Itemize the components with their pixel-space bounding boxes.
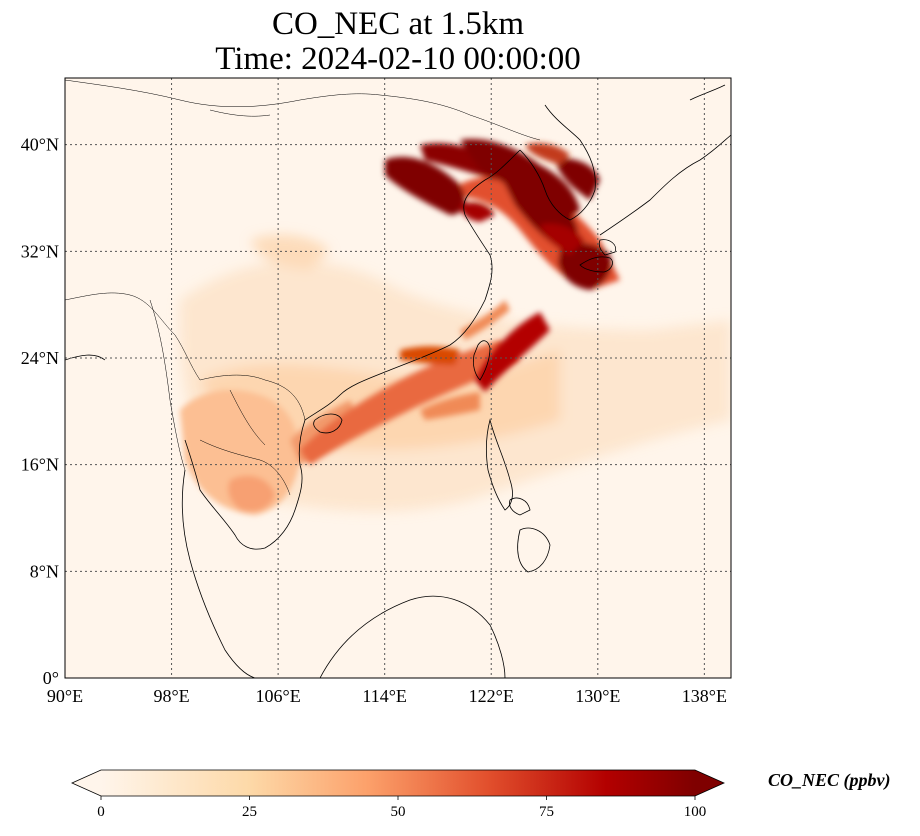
colorbar: 0 25 50 75 100	[71, 769, 725, 820]
gridlines	[65, 78, 731, 678]
lon-tick-label: 114°E	[362, 686, 407, 706]
lat-tick-label: 40°N	[21, 135, 59, 155]
colorbar-tick-label: 0	[97, 804, 105, 820]
lon-tick-label: 98°E	[153, 686, 189, 706]
lon-tick-label: 130°E	[575, 686, 620, 706]
lon-tick-label: 122°E	[469, 686, 514, 706]
lon-tick-label: 90°E	[47, 686, 83, 706]
colorbar-tick-label: 75	[539, 804, 554, 820]
colorbar-extend-max	[695, 770, 724, 796]
lat-tick-label: 0°	[43, 668, 59, 688]
title-time: Time: 2024-02-10 00:00:00	[215, 41, 581, 77]
lat-tick-label: 32°N	[21, 241, 59, 261]
lat-tick-label: 16°N	[21, 455, 59, 475]
lat-tick-label: 8°N	[30, 561, 59, 581]
lat-axis-labels: 0° 8°N 16°N 24°N 32°N 40°N	[21, 135, 59, 688]
colorbar-tick-label: 100	[684, 804, 707, 820]
lat-tick-label: 24°N	[21, 348, 59, 368]
map-frame	[64, 77, 732, 679]
colorbar-tick-label: 25	[242, 804, 257, 820]
title-variable: CO_NEC at 1.5km	[271, 6, 525, 42]
lon-tick-label: 138°E	[682, 686, 727, 706]
coastlines	[65, 79, 731, 678]
lon-tick-label: 106°E	[256, 686, 301, 706]
lon-axis-labels: 90°E 98°E 106°E 114°E 122°E 130°E 138°E	[47, 686, 727, 706]
colorbar-tick-label: 50	[391, 804, 406, 820]
colorbar-body	[101, 770, 695, 796]
concentration-field	[179, 139, 731, 515]
colorbar-label: CO_NEC (ppbv)	[768, 770, 891, 790]
colorbar-extend-min	[72, 770, 101, 796]
